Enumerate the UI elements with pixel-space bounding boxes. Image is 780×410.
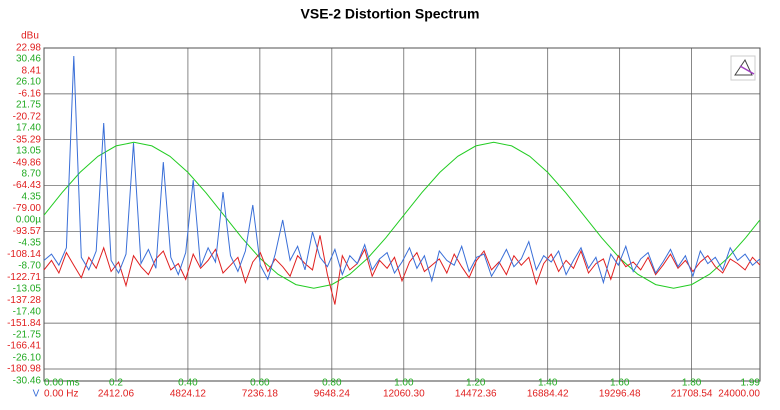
x-tick-label: 0.80 [322,378,342,389]
y-tick-label: -35.29 [13,134,42,145]
y-tick-label: 17.40 [16,123,41,134]
x-tick-label: 1.40 [538,378,558,389]
y-tick-label: 21.75 [16,100,41,111]
x-tick-label: 21708.54 [671,389,713,400]
y-tick-label: -20.72 [13,111,42,122]
y-axis-label: dBu [21,31,39,42]
y-tick-label: -26.10 [13,353,42,364]
y-tick-label: -17.40 [13,307,42,318]
y-tick-label: -180.98 [7,364,41,375]
x-tick-label: 19296.48 [599,389,641,400]
y-tick-label: -6.16 [18,89,41,100]
x-tick-label: 14472.36 [455,389,497,400]
x-tick-label: 1.80 [682,378,702,389]
chart-title: VSE-2 Distortion Spectrum [301,6,480,22]
x-tick-label: 0.40 [178,378,198,389]
y-tick-label: -13.05 [13,284,42,295]
y-tick-label: -21.75 [13,330,42,341]
y-tick-label: -166.41 [7,341,41,352]
y-tick-label: 30.46 [16,54,41,65]
icon [730,55,756,81]
y-tick-label: 26.10 [16,77,41,88]
y-tick-label: 13.05 [16,146,41,157]
series-line [43,55,761,285]
x-tick-label: 1.60 [610,378,630,389]
y-tick-label: 4.35 [22,192,42,203]
x-tick-label: 1.20 [466,378,486,389]
y-tick-label: 22.98 [16,43,41,54]
y-tick-label: -122.71 [7,272,41,283]
x-tick-label: 7236.18 [242,389,279,400]
x-tick-label: 16884.42 [527,389,569,400]
y-tick-label: -151.84 [7,318,41,329]
x-tick-label: 1.99 [741,378,761,389]
plot-area [43,47,761,382]
series-line [43,235,761,305]
x-tick-label: 9648.24 [314,389,351,400]
y-tick-label: 0.00µ [16,215,41,226]
series-line [43,141,761,289]
x-tick-label: 0.60 [250,378,270,389]
x-tick-label: 2412.06 [98,389,135,400]
y-tick-label: -8.70 [18,261,41,272]
y-tick-label: 8.41 [22,66,42,77]
x-tick-label: 12060.30 [383,389,425,400]
y-tick-label: -49.86 [13,157,42,168]
y-tick-label: -64.43 [13,180,42,191]
x-tick-label: 4824.12 [170,389,207,400]
y-tick-label: -137.28 [7,295,41,306]
y-tick-label: -93.57 [13,226,42,237]
x-tick-label: 0.2 [109,378,123,389]
y-tick-label: -30.46 [13,376,42,387]
y-tick-label: 8.70 [22,169,42,180]
y2-axis-label: V [33,389,40,400]
y-tick-label: -108.14 [7,249,41,260]
y-tick-label: -79.00 [13,203,42,214]
x-tick-label: 1.00 [394,378,414,389]
x-tick-label: 24000.00 [718,389,760,400]
x-tick-label: 0.00 ms [44,378,80,389]
x-tick-label: 0.00 Hz [44,389,78,400]
y-tick-label: -4.35 [18,238,41,249]
